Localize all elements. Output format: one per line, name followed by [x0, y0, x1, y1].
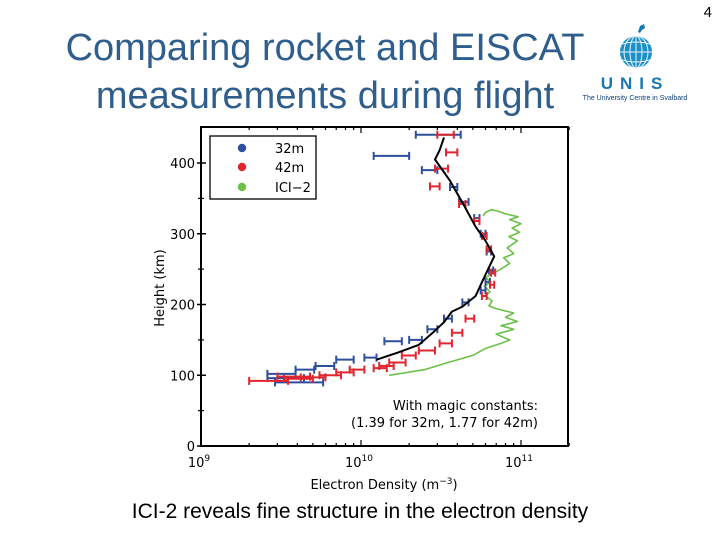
title-line-2: measurements during flight	[95, 75, 555, 117]
x-axis-label-text: Electron Density (m	[310, 478, 439, 493]
logo-name: UNIS	[600, 74, 670, 93]
y-tick-label: 0	[187, 440, 195, 455]
slide-title: Comparing rocket and EISCAT measurements…	[30, 24, 620, 120]
y-tick-label: 100	[170, 369, 195, 384]
legend-label-32m: 32m	[275, 142, 304, 157]
series-ici-2	[389, 208, 522, 377]
x-axis-label: Electron Density (m−3)	[310, 477, 457, 493]
x-axis-label-close: )	[452, 478, 457, 493]
series-eiscat-fit-profile	[376, 137, 496, 361]
logo-subtitle: The University Centre in Svalbard	[582, 95, 688, 102]
y-tick-label: 200	[170, 299, 195, 314]
error-bar	[450, 328, 464, 337]
plot-data-layer	[248, 130, 522, 387]
legend-label-ici2: ICI−2	[275, 181, 311, 196]
error-bar	[488, 280, 496, 289]
annotation-line-1: With magic constants:	[393, 399, 538, 414]
error-bar	[445, 148, 459, 157]
error-bar	[248, 376, 290, 385]
error-bar	[438, 339, 453, 348]
error-bar	[372, 364, 388, 373]
series-42m	[248, 130, 497, 385]
x-axis-label-exp: −3	[439, 477, 452, 487]
legend-label-42m: 42m	[275, 161, 304, 176]
legend-marker-ici2	[237, 182, 247, 192]
legend: 32m 42m ICI−2	[209, 135, 317, 200]
error-bar	[417, 346, 436, 355]
error-bar	[490, 268, 497, 277]
error-bar	[363, 353, 378, 362]
error-bar	[400, 351, 417, 360]
error-bar	[383, 337, 403, 346]
y-tick-label: 400	[170, 157, 195, 172]
legend-marker-42m	[237, 162, 247, 172]
title-line-1: Comparing rocket and EISCAT	[65, 27, 585, 69]
error-bar	[372, 151, 411, 160]
slide-caption: ICI-2 reveals fine structure in the elec…	[131, 500, 589, 523]
error-bar	[335, 355, 355, 364]
error-bar	[276, 372, 311, 381]
x-tick-label: 1011	[505, 454, 533, 471]
error-bar	[429, 182, 441, 191]
plot-frame	[200, 126, 569, 447]
error-bar	[294, 365, 316, 374]
error-bar	[314, 362, 336, 371]
error-bar	[464, 314, 476, 323]
x-tick-label: 1010	[345, 454, 373, 471]
globe-icon	[620, 24, 652, 69]
error-bar	[480, 292, 488, 301]
legend-marker-32m	[237, 143, 247, 153]
page-number: 4	[703, 4, 712, 21]
error-bar	[436, 130, 455, 139]
legend-box	[209, 135, 317, 200]
y-tick-label: 300	[170, 228, 195, 243]
x-tick-label: 109	[188, 454, 211, 471]
error-bar	[479, 286, 487, 295]
unis-logo: UNIS The University Centre in Svalbard	[580, 24, 690, 104]
y-axis-label: Height (km)	[153, 249, 168, 326]
annotation-line-2: (1.39 for 32m, 1.77 for 42m)	[351, 416, 538, 431]
